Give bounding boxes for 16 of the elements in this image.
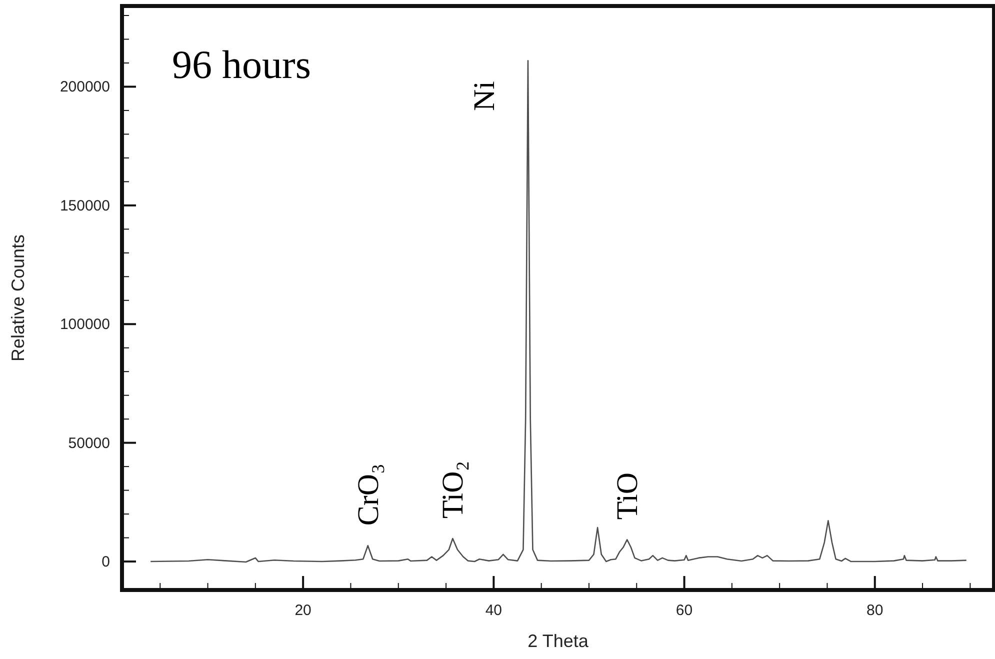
y-tick-label: 50000 — [68, 434, 110, 452]
annotation: CrO₃ — [352, 463, 385, 526]
y-axis-title: Relative Counts — [8, 234, 28, 362]
x-tick-label: 40 — [485, 602, 502, 619]
text: 96 hours — [172, 42, 311, 87]
x-tick-label: 20 — [294, 602, 312, 619]
x-axis-title: 2 Theta — [528, 631, 590, 651]
y-tick-label: 0 — [102, 554, 110, 571]
x-tick-label: 80 — [866, 602, 884, 619]
annotation: Ni — [468, 81, 501, 111]
y-tick-label: 150000 — [60, 197, 110, 214]
y-tick-label: 100000 — [60, 316, 110, 334]
annotation: TiO₂ — [436, 460, 470, 518]
annotation: TiO — [611, 472, 644, 520]
y-tick-label: 200000 — [60, 78, 110, 96]
x-tick-label: 60 — [676, 602, 693, 619]
